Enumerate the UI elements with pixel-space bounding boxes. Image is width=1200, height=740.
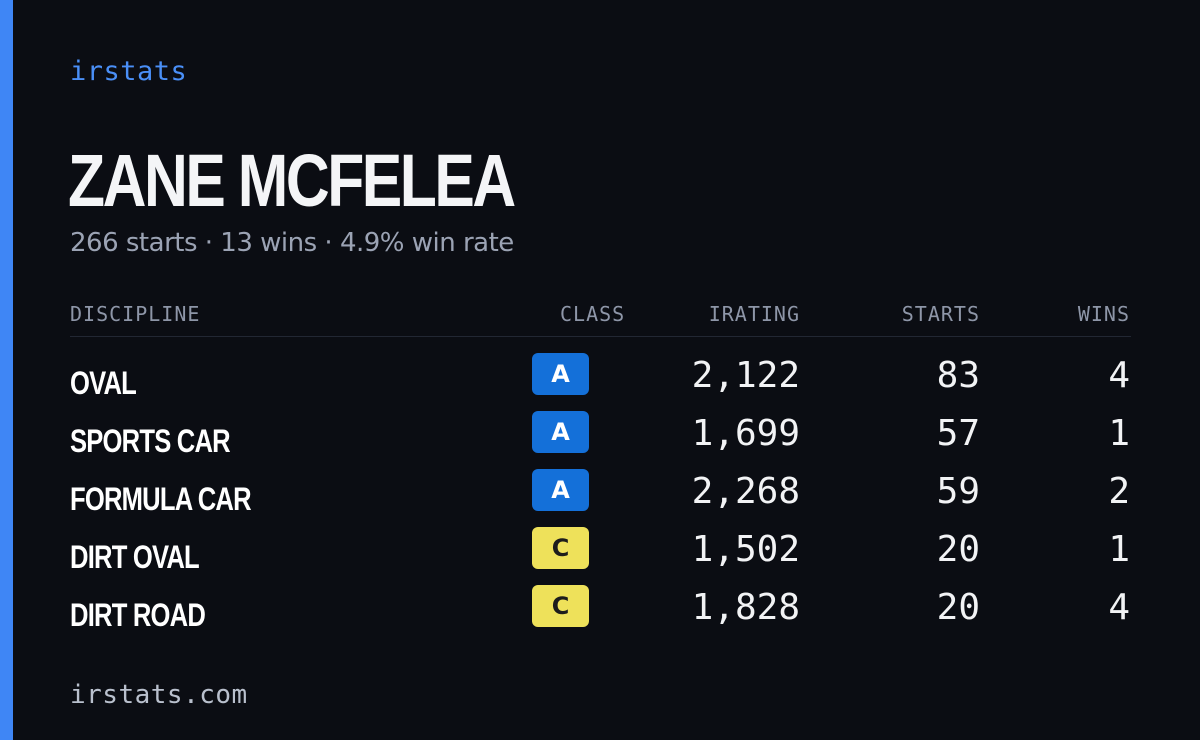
starts-value: 83 [936,355,980,396]
header-class: CLASS [560,302,626,326]
discipline-name: OVAL [70,365,137,401]
driver-summary: 266 starts · 13 wins · 4.9% win rate [70,228,514,258]
brand-logo: irstats [70,56,188,87]
irating-value: 1,502 [691,529,800,570]
wins-value: 1 [1108,413,1130,454]
discipline-name: FORMULA CAR [70,481,252,517]
driver-name: ZANE MCFELEA [68,139,516,222]
header-wins: WINS [1077,302,1130,326]
irating-value: 2,122 [691,355,800,396]
table-row: DIRT ROAD C 1,828 20 4 [70,585,1131,643]
footer-url: irstats.com [70,680,248,710]
table-row: SPORTS CAR A 1,699 57 1 [70,411,1131,469]
class-badge: A [532,411,589,453]
class-badge: A [532,353,589,395]
class-badge: A [532,469,589,511]
table-row: FORMULA CAR A 2,268 59 2 [70,469,1131,527]
table-row: DIRT OVAL C 1,502 20 1 [70,527,1131,585]
header-starts: STARTS [901,302,980,326]
wins-value: 1 [1108,529,1130,570]
stats-table: DISCIPLINE CLASS IRATING STARTS WINS OVA… [70,298,1131,633]
starts-value: 57 [936,413,980,454]
accent-bar [0,0,13,740]
table-row: OVAL A 2,122 83 4 [70,353,1131,411]
starts-value: 59 [936,471,980,512]
discipline-name: DIRT OVAL [70,539,200,575]
class-badge: C [532,527,589,569]
table-header: DISCIPLINE CLASS IRATING STARTS WINS [70,298,1131,337]
discipline-name: DIRT ROAD [70,597,206,633]
table-body: OVAL A 2,122 83 4 SPORTS CAR A 1,699 57 … [70,353,1131,643]
header-discipline: DISCIPLINE [70,302,201,326]
starts-value: 20 [936,529,980,570]
irating-value: 1,828 [691,587,800,628]
irating-value: 1,699 [691,413,800,454]
starts-value: 20 [936,587,980,628]
header-irating: IRATING [708,302,800,326]
discipline-name: SPORTS CAR [70,423,231,459]
wins-value: 4 [1108,355,1130,396]
wins-value: 4 [1108,587,1130,628]
wins-value: 2 [1108,471,1130,512]
irating-value: 2,268 [691,471,800,512]
class-badge: C [532,585,589,627]
